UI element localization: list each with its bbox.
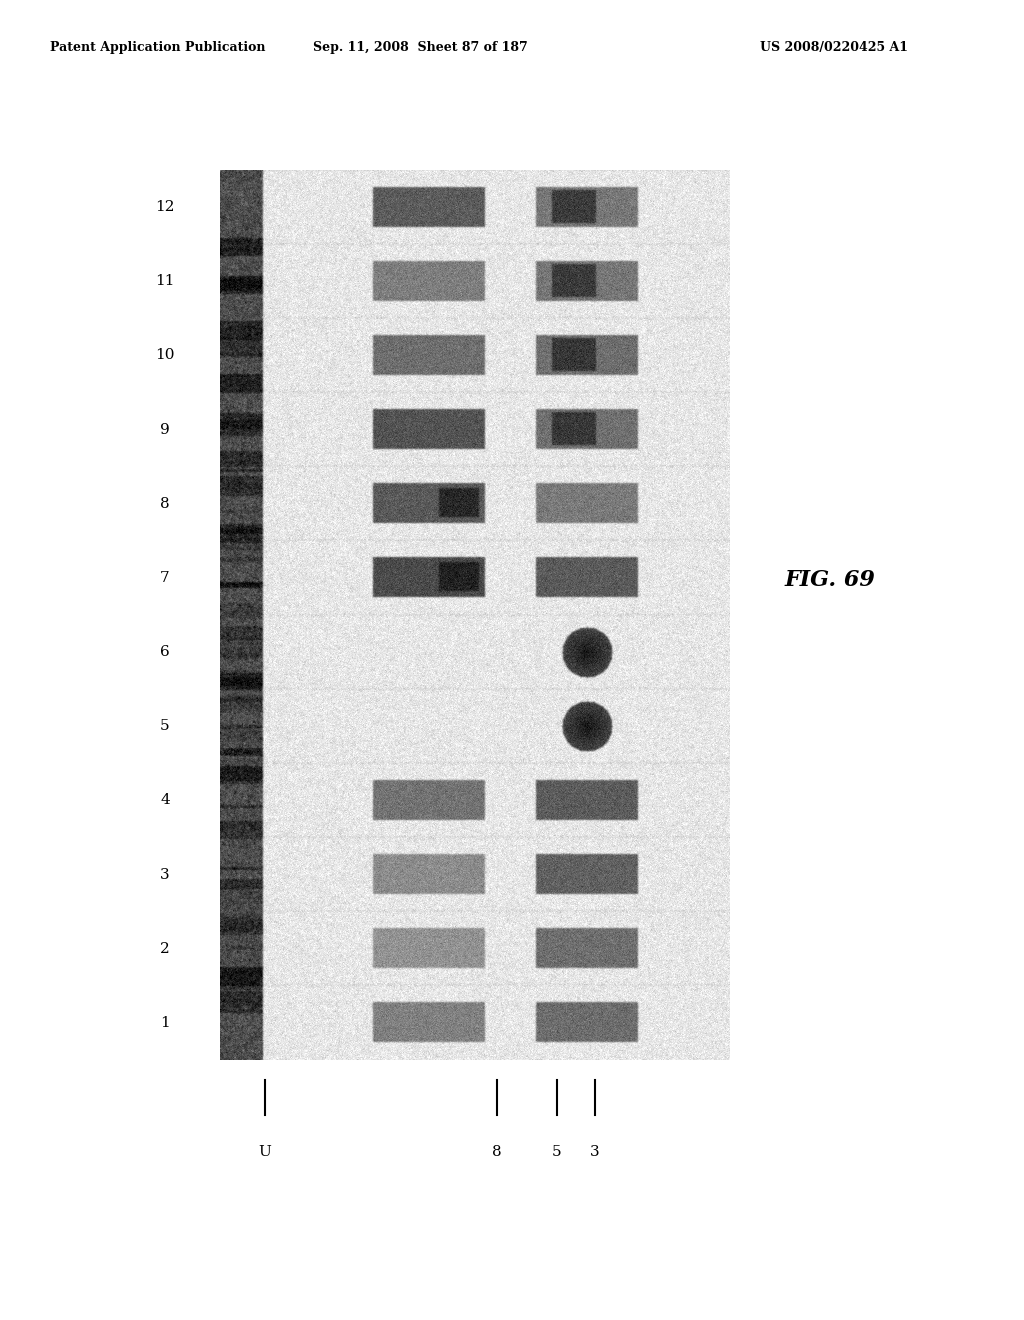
Text: 5: 5 [160,719,170,733]
Text: 8: 8 [160,496,170,511]
Text: 8: 8 [493,1144,502,1159]
Text: 9: 9 [160,422,170,437]
Text: 12: 12 [156,201,175,214]
Text: FIG. 69: FIG. 69 [784,569,876,591]
Text: 7: 7 [160,572,170,585]
Text: 3: 3 [590,1144,600,1159]
Text: 4: 4 [160,793,170,808]
Text: 1: 1 [160,1016,170,1030]
Text: 6: 6 [160,645,170,659]
Text: U: U [259,1144,271,1159]
Text: 5: 5 [552,1144,562,1159]
Text: Patent Application Publication: Patent Application Publication [50,41,265,54]
Text: US 2008/0220425 A1: US 2008/0220425 A1 [760,41,908,54]
Text: Sep. 11, 2008  Sheet 87 of 187: Sep. 11, 2008 Sheet 87 of 187 [312,41,527,54]
Text: 2: 2 [160,941,170,956]
Text: 10: 10 [156,348,175,363]
Text: 11: 11 [156,275,175,288]
Text: 3: 3 [160,867,170,882]
